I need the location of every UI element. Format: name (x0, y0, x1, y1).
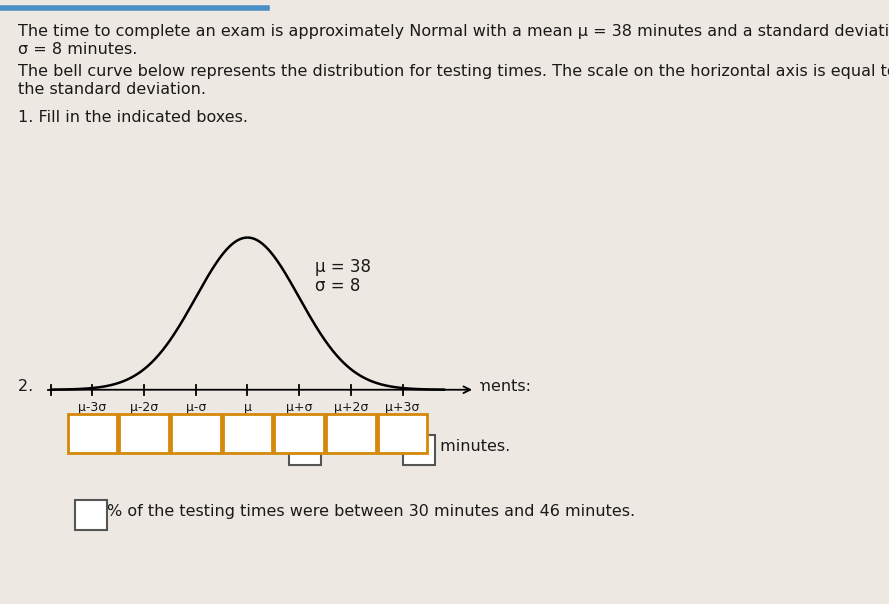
Text: μ-3σ: μ-3σ (78, 401, 107, 414)
Text: σ = 8 minutes.: σ = 8 minutes. (18, 42, 138, 57)
Text: μ-2σ: μ-2σ (130, 401, 158, 414)
Text: μ+σ: μ+σ (286, 401, 312, 414)
Text: μ+3σ: μ+3σ (385, 401, 420, 414)
Text: 95% of testing times were between: 95% of testing times were between (75, 439, 365, 454)
Text: μ = 38: μ = 38 (315, 258, 371, 276)
FancyBboxPatch shape (75, 500, 107, 530)
FancyBboxPatch shape (289, 435, 321, 465)
Text: The time to complete an exam is approximately Normal with a mean μ = 38 minutes : The time to complete an exam is approxim… (18, 24, 889, 39)
Text: minutes and: minutes and (321, 439, 432, 454)
Text: μ+2σ: μ+2σ (333, 401, 368, 414)
Text: % of the testing times were between 30 minutes and 46 minutes.: % of the testing times were between 30 m… (107, 504, 635, 519)
Text: μ: μ (244, 401, 252, 414)
Text: minutes.: minutes. (435, 439, 510, 454)
FancyBboxPatch shape (403, 435, 435, 465)
Text: 1. Fill in the indicated boxes.: 1. Fill in the indicated boxes. (18, 110, 248, 125)
Text: The bell curve below represents the distribution for testing times. The scale on: The bell curve below represents the dist… (18, 64, 889, 79)
Text: 2. Use the Empirical Rule to complete the following statements:: 2. Use the Empirical Rule to complete th… (18, 379, 531, 394)
Text: σ = 8: σ = 8 (315, 277, 360, 295)
Text: μ-σ: μ-σ (186, 401, 206, 414)
Text: the standard deviation.: the standard deviation. (18, 82, 206, 97)
